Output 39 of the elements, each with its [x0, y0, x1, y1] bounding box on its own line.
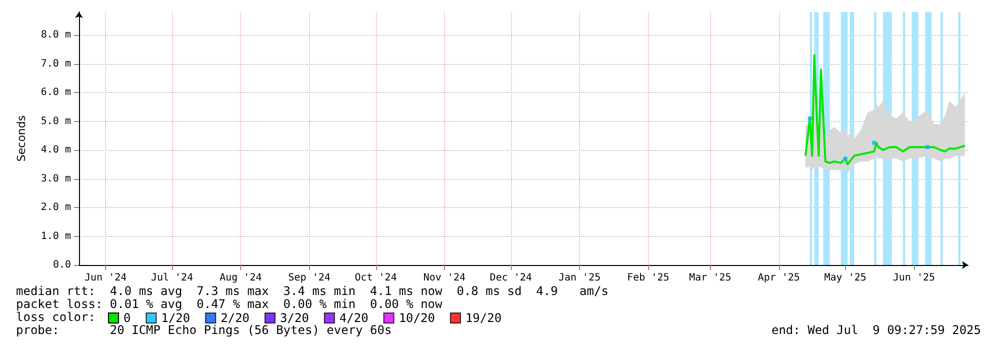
legend-label: 3/20 [280, 311, 309, 325]
x-tick-label: Oct '24 [354, 272, 397, 284]
legend-label: 0 [124, 311, 131, 325]
text: packet loss: 0.01 % avg 0.47 % max 0.00 % min 0.00 % now [16, 297, 444, 311]
x-tick-label: Aug '24 [220, 272, 262, 284]
y-tick-label: 6.0 m [40, 87, 71, 98]
x-tick-label: Mar '25 [689, 272, 732, 284]
legend-label: 1/20 [161, 311, 190, 325]
x-tick-label: Feb '25 [627, 272, 670, 284]
y-tick-label: 5.0 m [40, 116, 71, 127]
legend-label: 19/20 [465, 311, 502, 325]
text: end: Wed Jul 9 09:27:59 2025 [771, 323, 981, 337]
y-tick-label: 1.0 m [40, 230, 71, 242]
x-tick-label: Apr '25 [758, 272, 800, 284]
x-tick-label: May '25 [824, 272, 866, 284]
x-tick-label: Nov '24 [423, 272, 466, 284]
text: probe: 20 ICMP Echo Pings (56 Bytes) every 60s [16, 323, 392, 337]
x-tick-label: Jun '25 [892, 272, 936, 284]
y-tick-label: 2.0 m [40, 202, 71, 213]
y-tick-label: 0.0 [52, 260, 71, 270]
x-tick-label: Dec '24 [490, 272, 532, 284]
y-axis-title: Seconds [15, 115, 28, 162]
y-tick-label: 8.0 m [40, 30, 71, 40]
legend-label: 4/20 [339, 311, 368, 325]
legend-title: loss color: [16, 310, 96, 324]
y-tick-label: 4.0 m [40, 144, 71, 156]
point [843, 156, 848, 161]
text: median rtt: 4.0 ms avg 7.3 ms max 3.4 ms min 4.1 ms now 0.8 ms sd 4.9 am/s [16, 284, 608, 298]
y-tick-label: 3.0 m [40, 173, 71, 184]
point [872, 140, 876, 145]
point [925, 145, 930, 150]
x-tick-label: Jul '24 [150, 272, 194, 284]
legend-label: 10/20 [398, 311, 435, 325]
x-tick-label: Sep '24 [288, 272, 330, 284]
point [808, 116, 812, 120]
legend-label: 2/20 [220, 311, 250, 325]
x-tick-label: Jan '25 [558, 272, 601, 284]
x-tick-label: Jun '24 [84, 272, 127, 284]
y-tick-label: 7.0 m [40, 58, 71, 70]
